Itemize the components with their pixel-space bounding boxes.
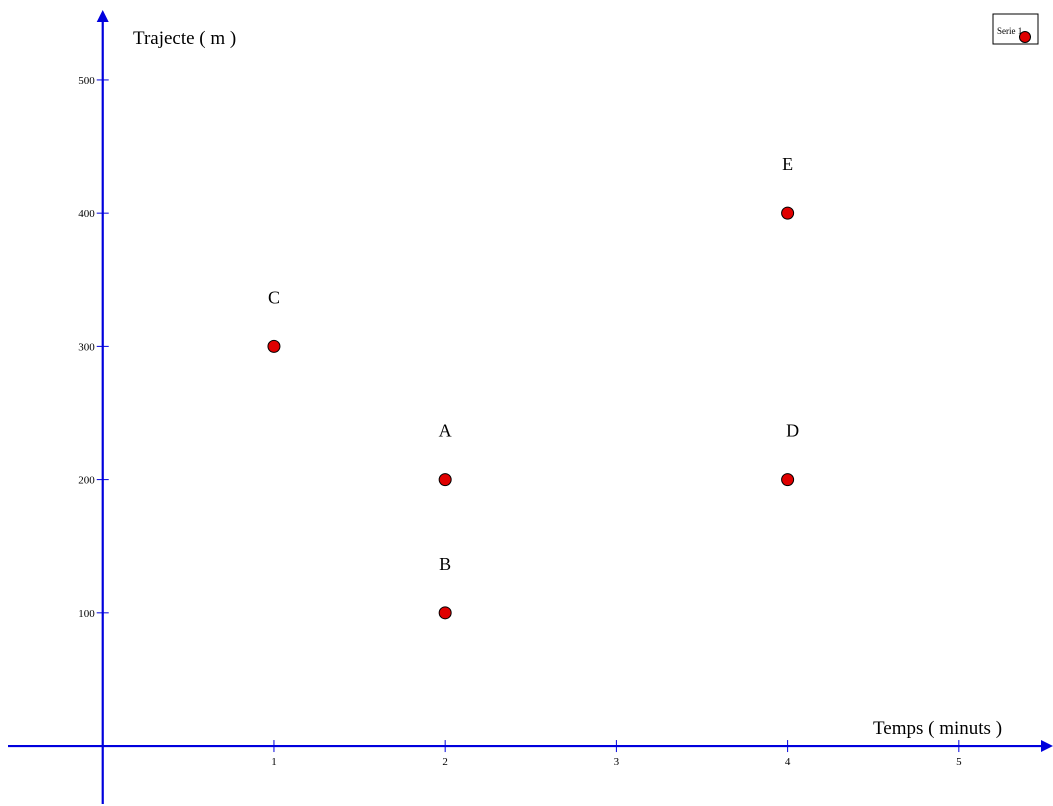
point-C <box>267 339 281 353</box>
x-tick-label: 2 <box>442 756 448 768</box>
point-B <box>438 606 452 620</box>
y-tick-label: 300 <box>78 341 95 353</box>
y-tick-label: 400 <box>78 208 95 220</box>
point-label-C: C <box>268 287 280 307</box>
x-tick-label: 5 <box>956 756 962 768</box>
x-tick-label: 3 <box>614 756 620 768</box>
point-label-E: E <box>782 154 793 174</box>
point-A <box>438 473 452 487</box>
point-E <box>781 206 795 220</box>
y-tick-label: 100 <box>78 608 95 620</box>
point-label-A: A <box>439 421 452 441</box>
x-tick-label: 1 <box>271 756 277 768</box>
point-D <box>781 473 795 487</box>
legend-label: Serie 1 <box>997 26 1022 36</box>
y-tick-label: 500 <box>78 75 95 87</box>
y-tick-label: 200 <box>78 475 95 487</box>
axes <box>8 10 1053 804</box>
point-label-B: B <box>439 554 451 574</box>
y-axis-arrow <box>96 10 109 22</box>
y-axis-title: Trajecte ( m ) <box>133 28 236 49</box>
ticks: 1 2 3 4 5 100 200 300 400 500 <box>78 75 962 768</box>
point-labels: A B C D E <box>268 154 799 574</box>
data-points <box>267 206 795 620</box>
x-axis-arrow <box>1041 740 1053 753</box>
x-axis-title: Temps ( minuts ) <box>873 718 1002 739</box>
x-tick-label: 4 <box>785 756 791 768</box>
point-label-D: D <box>786 421 799 441</box>
legend-marker <box>1019 31 1031 43</box>
legend: Serie 1 <box>992 13 1039 45</box>
